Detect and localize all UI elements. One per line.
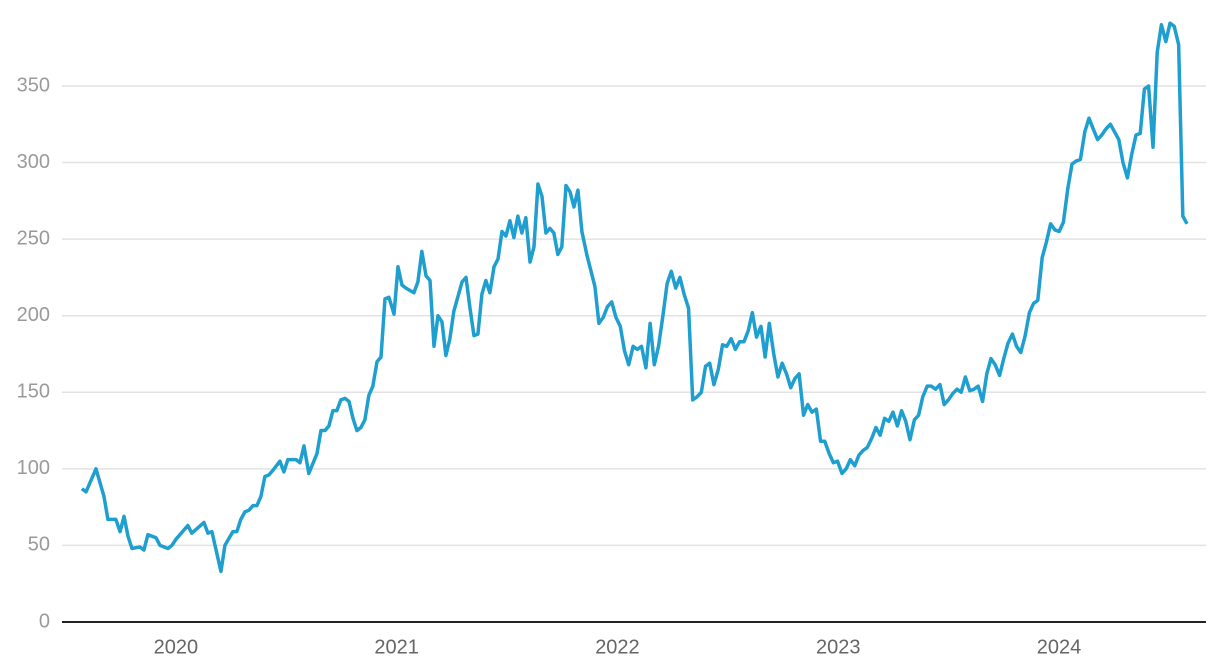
y-tick-label: 50 [28,534,50,556]
x-tick-label: 2021 [374,636,419,658]
x-tick-label: 2022 [595,636,640,658]
y-tick-label: 0 [39,610,50,632]
y-tick-label: 300 [17,151,50,173]
y-tick-label: 150 [17,381,50,403]
y-tick-label: 250 [17,227,50,249]
y-tick-label: 350 [17,74,50,96]
y-tick-label: 200 [17,304,50,326]
price-line [80,21,1189,574]
x-tick-label: 2023 [816,636,861,658]
x-tick-label: 2020 [154,636,199,658]
y-tick-label: 100 [17,457,50,479]
x-tick-label: 2024 [1037,636,1082,658]
